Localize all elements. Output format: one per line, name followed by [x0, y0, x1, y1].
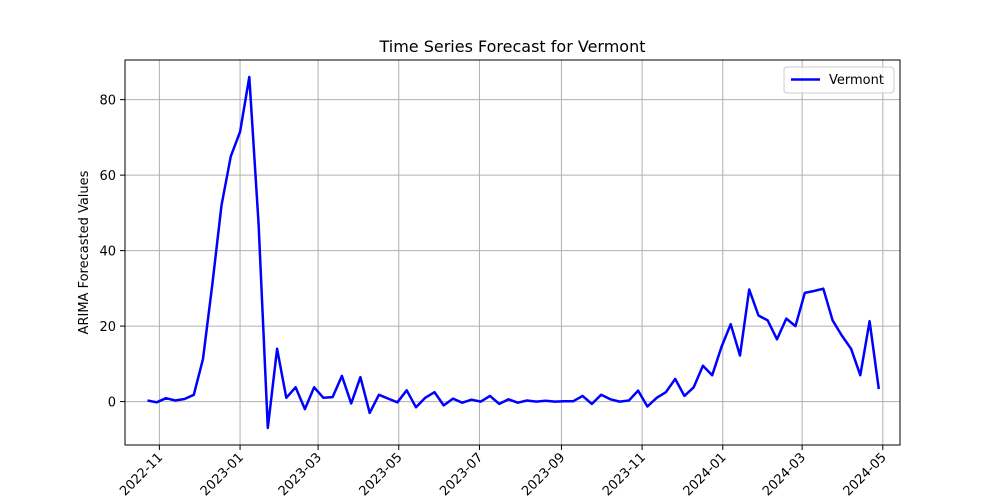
y-tick-label: 0 — [108, 396, 116, 411]
y-tick-label: 80 — [99, 94, 116, 109]
y-tick-label: 40 — [99, 245, 116, 260]
series-line-vermont — [147, 75, 881, 430]
plot-frame — [124, 59, 901, 446]
legend-box — [783, 66, 895, 94]
legend: Vermont — [783, 66, 895, 94]
y-tick-label: 20 — [99, 320, 116, 335]
y-tick-label: 60 — [99, 169, 116, 184]
y-axis-title: ARIMA Forecasted Values — [77, 170, 92, 334]
series-layer — [147, 75, 881, 430]
legend-label: Vermont — [829, 73, 884, 88]
chart-title: Time Series Forecast for Vermont — [378, 37, 645, 56]
